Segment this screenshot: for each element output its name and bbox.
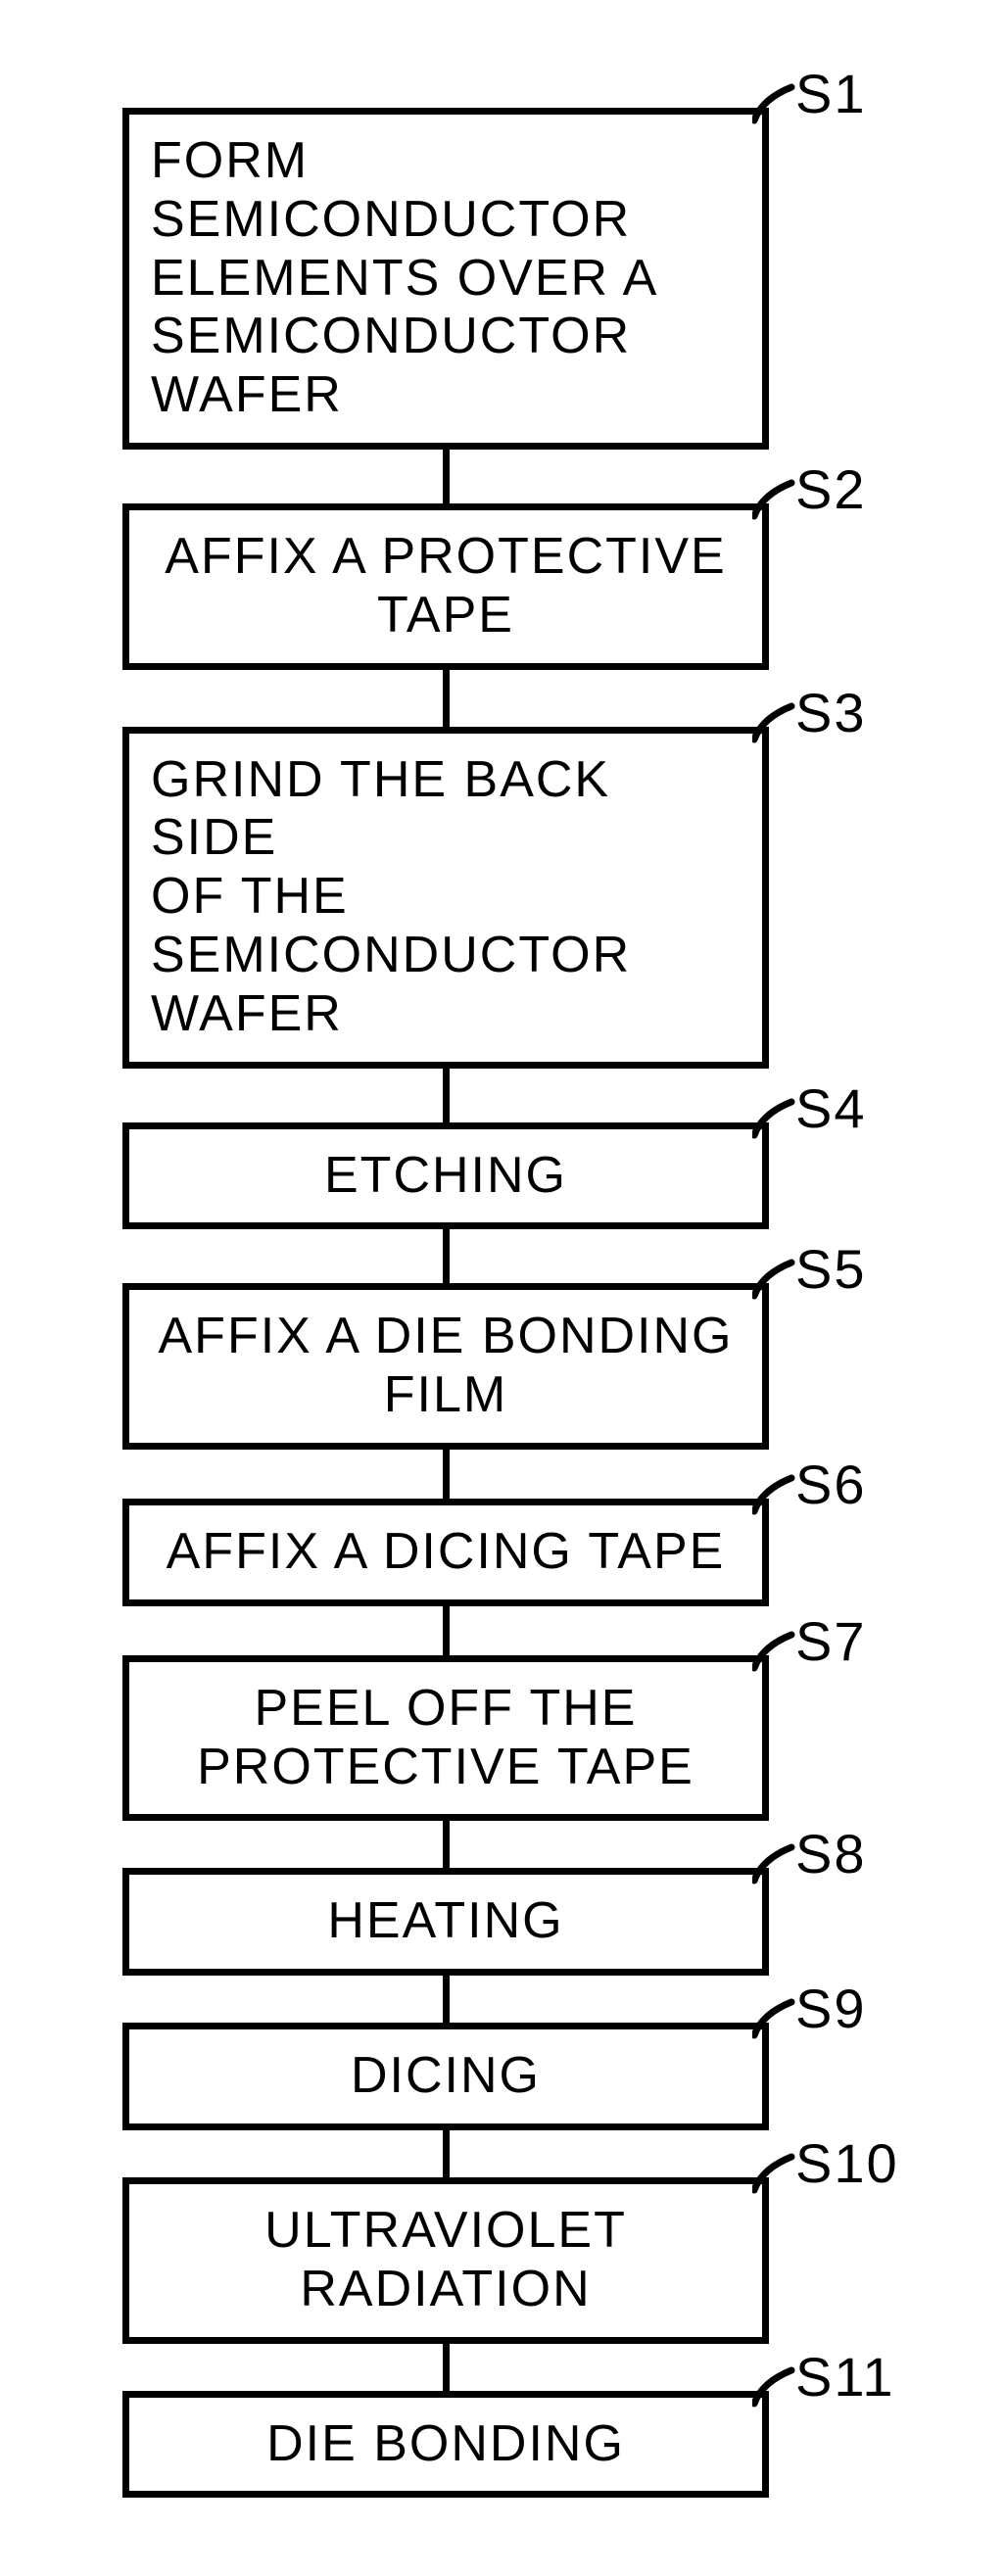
- step-text: FORM SEMICONDUCTOR ELEMENTS OVER A SEMIC…: [151, 132, 741, 425]
- leader-tick-icon: [752, 1472, 795, 1515]
- flowchart-column: FORM SEMICONDUCTOR ELEMENTS OVER A SEMIC…: [122, 108, 769, 2498]
- step-label: S1: [795, 62, 867, 125]
- step-s2: AFFIX A PROTECTIVE TAPES2: [122, 503, 769, 670]
- leader-tick-icon: [752, 1996, 795, 2039]
- step-label: S4: [795, 1076, 867, 1140]
- step-label: S6: [795, 1453, 867, 1516]
- step-text: PEEL OFF THE PROTECTIVE TAPE: [197, 1680, 694, 1797]
- step-text: AFFIX A DICING TAPE: [167, 1523, 726, 1582]
- step-s8: HEATINGS8: [122, 1868, 769, 1976]
- connector: [443, 1821, 450, 1868]
- step-label: S8: [795, 1822, 867, 1885]
- step-s4: ETCHINGS4: [122, 1122, 769, 1230]
- step-s6: AFFIX A DICING TAPES6: [122, 1499, 769, 1606]
- connector: [443, 670, 450, 727]
- leader-tick-icon: [752, 2364, 795, 2408]
- leader-tick-icon: [752, 1257, 795, 1300]
- step-s9: DICINGS9: [122, 2023, 769, 2130]
- connector: [443, 1606, 450, 1655]
- step-s3: GRIND THE BACK SIDE OF THE SEMICONDUCTOR…: [122, 727, 769, 1069]
- step-text: DIE BONDING: [266, 2415, 625, 2474]
- connector: [443, 1069, 450, 1122]
- connector: [443, 2130, 450, 2177]
- step-label: S10: [795, 2131, 899, 2195]
- step-s5: AFFIX A DIE BONDING FILMS5: [122, 1283, 769, 1450]
- step-text: ETCHING: [324, 1147, 567, 1206]
- step-s7: PEEL OFF THE PROTECTIVE TAPES7: [122, 1655, 769, 1822]
- connector: [443, 450, 450, 503]
- connector: [443, 1229, 450, 1283]
- step-s11: DIE BONDINGS11: [122, 2391, 769, 2499]
- step-text: AFFIX A DIE BONDING FILM: [151, 1308, 741, 1425]
- step-text: DICING: [351, 2047, 541, 2106]
- leader-tick-icon: [752, 477, 795, 520]
- step-text: AFFIX A PROTECTIVE TAPE: [151, 528, 741, 645]
- step-label: S5: [795, 1237, 867, 1301]
- step-text: GRIND THE BACK SIDE OF THE SEMICONDUCTOR…: [151, 751, 741, 1044]
- step-text: HEATING: [327, 1892, 563, 1951]
- step-text: ULTRAVIOLET RADIATION: [151, 2202, 741, 2319]
- step-label: S2: [795, 457, 867, 521]
- leader-tick-icon: [752, 1629, 795, 1672]
- leader-tick-icon: [752, 1841, 795, 1884]
- step-label: S7: [795, 1609, 867, 1673]
- step-s10: ULTRAVIOLET RADIATIONS10: [122, 2177, 769, 2344]
- step-s1: FORM SEMICONDUCTOR ELEMENTS OVER A SEMIC…: [122, 108, 769, 450]
- leader-tick-icon: [752, 700, 795, 743]
- step-label: S11: [795, 2345, 894, 2409]
- step-label: S9: [795, 1977, 867, 2040]
- flowchart: FORM SEMICONDUCTOR ELEMENTS OVER A SEMIC…: [0, 0, 1005, 2576]
- connector: [443, 2344, 450, 2391]
- connector: [443, 1976, 450, 2023]
- leader-tick-icon: [752, 1096, 795, 1139]
- leader-tick-icon: [752, 2151, 795, 2194]
- step-label: S3: [795, 681, 867, 744]
- leader-tick-icon: [752, 81, 795, 124]
- connector: [443, 1450, 450, 1499]
